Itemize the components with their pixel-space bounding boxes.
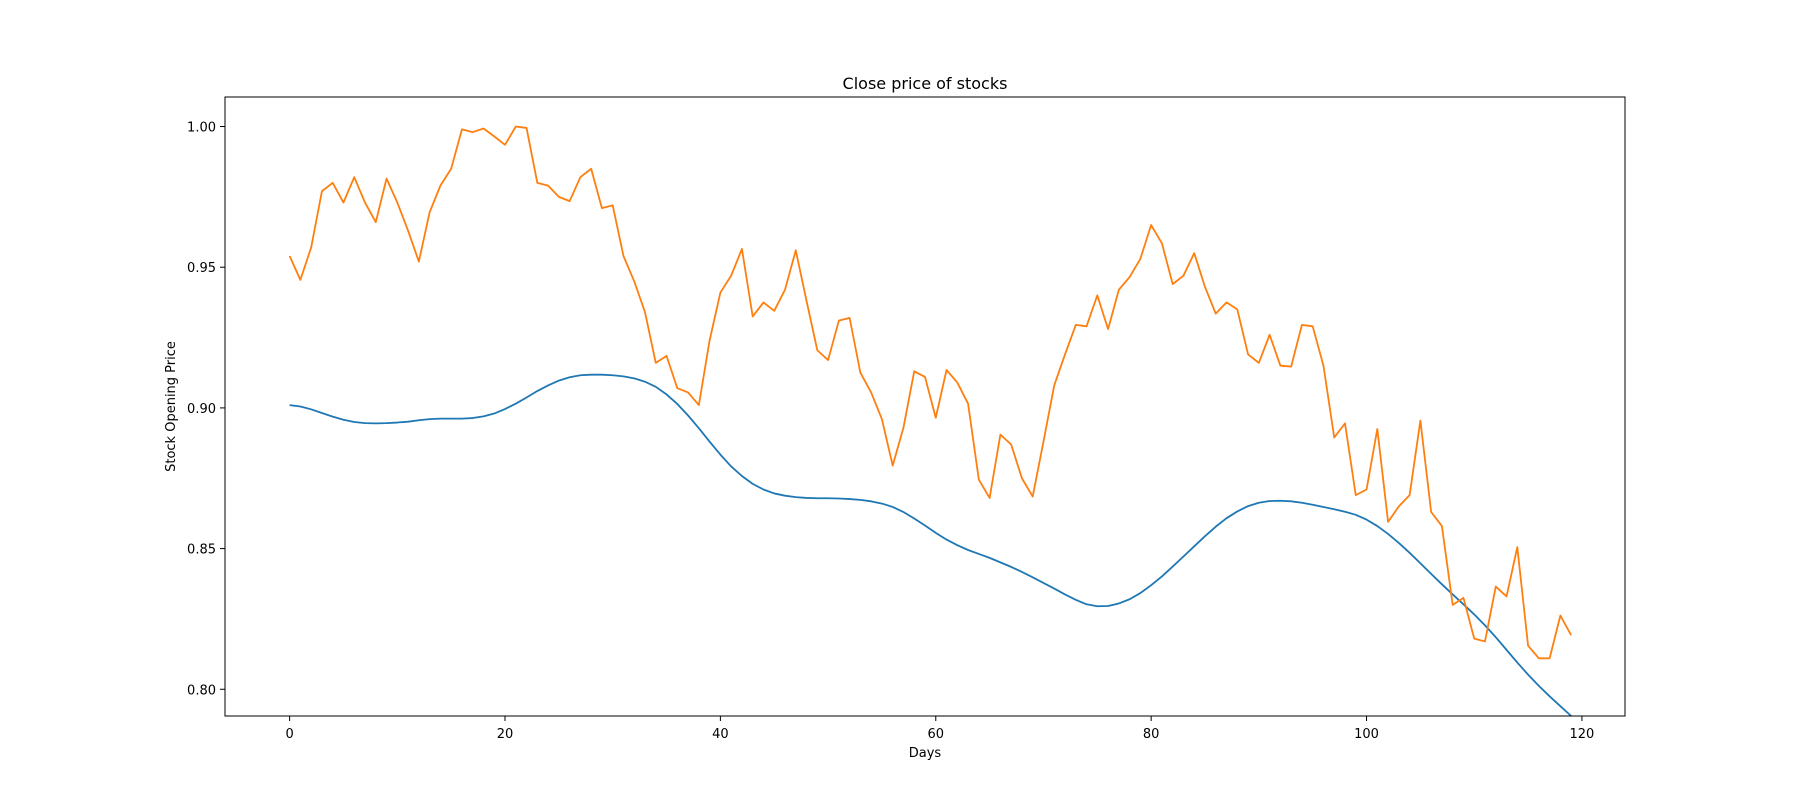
y-axis: 0.80 0.85 0.90 0.95 1.00 — [187, 121, 225, 698]
x-tick-label: 120 — [1570, 727, 1595, 742]
series-line-2 — [288, 125, 1572, 660]
x-tick-label: 40 — [712, 727, 729, 742]
x-axis: 0 20 40 60 80 100 120 — [285, 716, 1594, 742]
y-tick-label: 0.95 — [187, 261, 216, 276]
y-tick-label: 1.00 — [187, 121, 216, 136]
x-axis-label: Days — [909, 746, 942, 761]
y-tick-label: 0.85 — [187, 543, 216, 558]
y-tick-label: 0.80 — [187, 683, 216, 698]
x-tick-label: 80 — [1143, 727, 1160, 742]
x-tick-label: 20 — [497, 727, 514, 742]
series-line-1 — [289, 373, 1572, 717]
series-layer — [288, 125, 1572, 717]
chart-title: Close price of stocks — [843, 74, 1008, 93]
y-tick-label: 0.90 — [187, 402, 216, 417]
y-axis-label: Stock Opening Price — [164, 341, 179, 472]
axes-frame — [224, 96, 1626, 717]
x-tick-label: 60 — [927, 727, 944, 742]
x-tick-label: 100 — [1354, 727, 1379, 742]
x-tick-label: 0 — [285, 727, 293, 742]
